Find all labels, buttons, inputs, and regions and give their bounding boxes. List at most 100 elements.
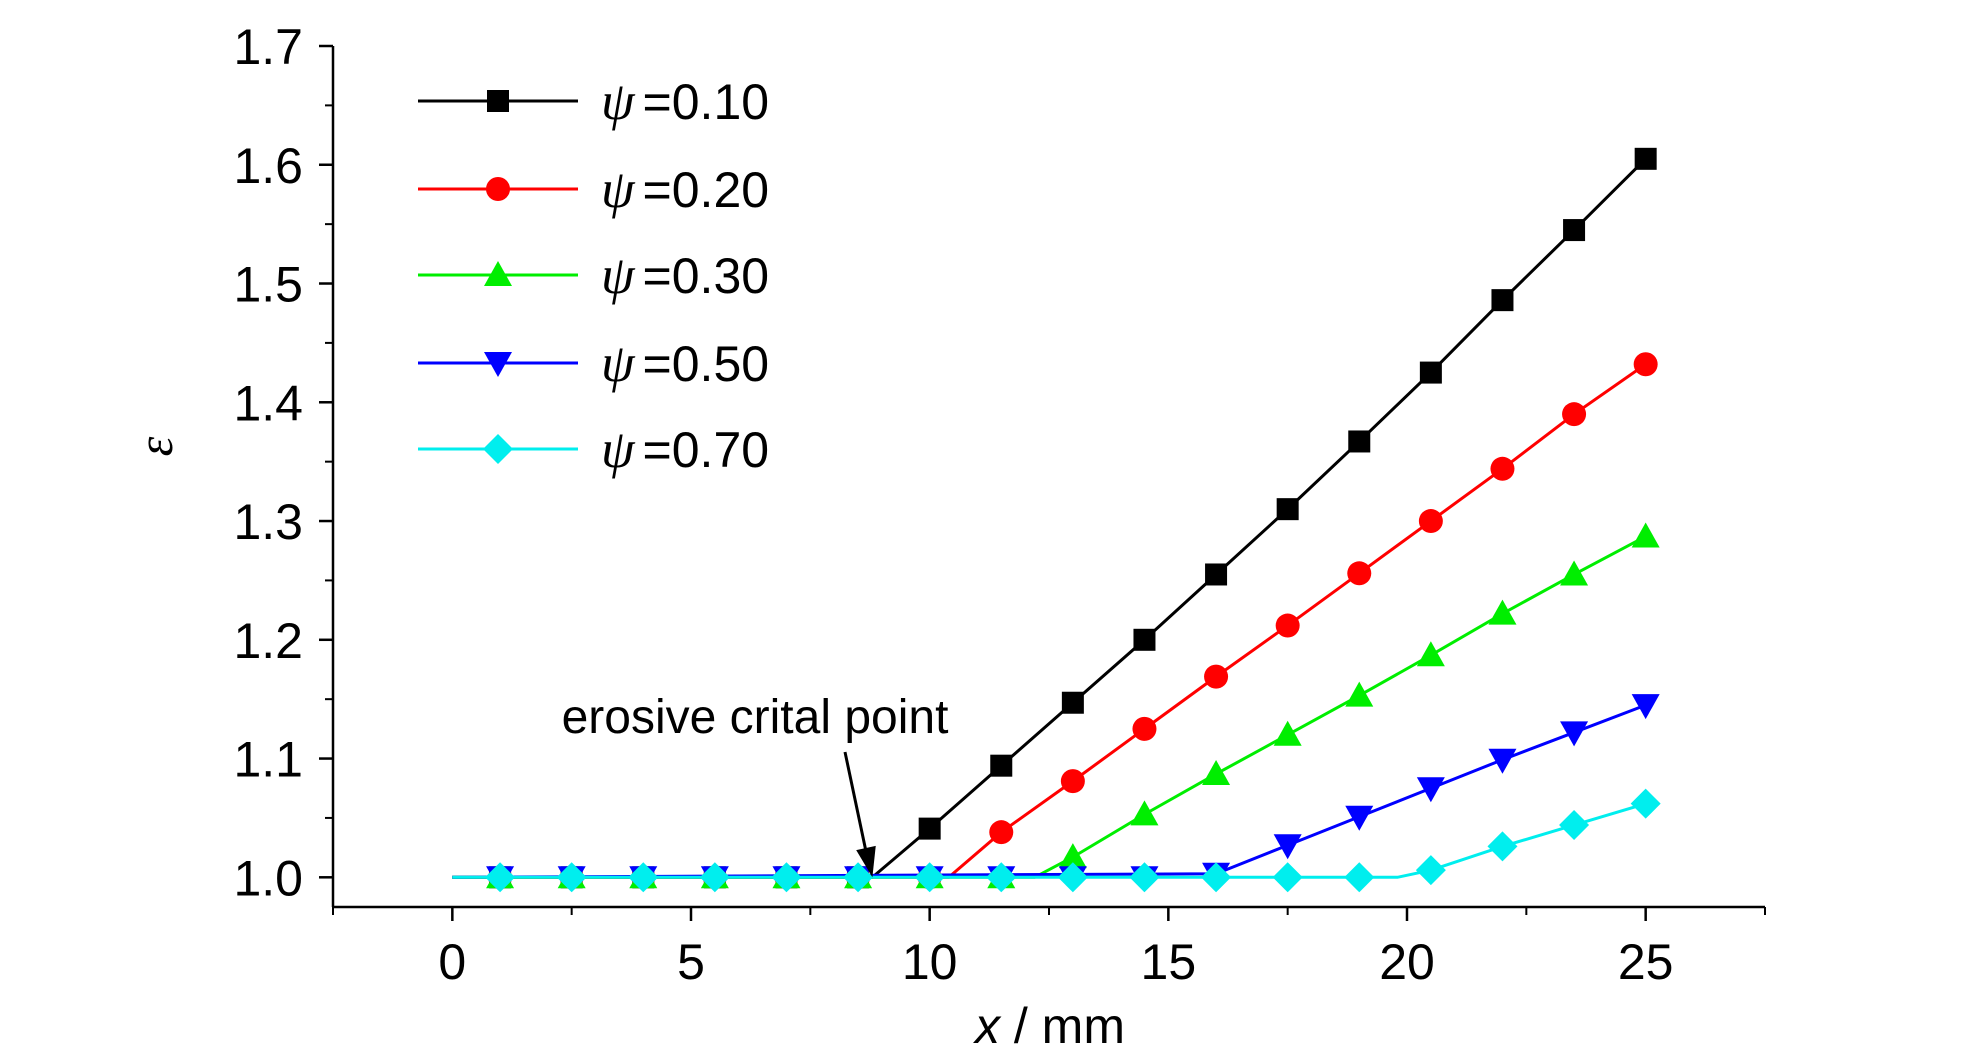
x-tick-label: 25 xyxy=(1618,934,1674,990)
legend-value: =0.30 xyxy=(643,248,770,304)
x-tick-label: 5 xyxy=(677,934,705,990)
marker-circle xyxy=(1132,716,1157,741)
x-tick-label: 0 xyxy=(438,934,466,990)
marker-diamond xyxy=(914,862,945,893)
marker-triangle-down xyxy=(1488,748,1517,774)
legend: ψ =0.10ψ =0.20ψ =0.30ψ =0.50ψ =0.70 xyxy=(418,71,769,479)
y-tick-label: 1.3 xyxy=(233,494,303,550)
marker-square xyxy=(1061,691,1084,714)
y-tick-label: 1.7 xyxy=(233,19,303,75)
marker-square xyxy=(1205,563,1228,586)
marker-diamond xyxy=(1559,810,1590,841)
marker-square xyxy=(1563,219,1586,242)
marker-square xyxy=(487,90,509,112)
marker-circle xyxy=(1418,509,1443,534)
marker-square xyxy=(1348,430,1371,453)
legend-symbol: ψ xyxy=(601,159,636,219)
x-tick-label: 15 xyxy=(1141,934,1197,990)
marker-square xyxy=(1276,498,1299,521)
marker-square xyxy=(1634,147,1657,170)
legend-value: =0.50 xyxy=(643,336,770,392)
marker-triangle-up xyxy=(1631,522,1660,548)
series-markers-0-70 xyxy=(485,788,1661,893)
y-tick-label: 1.0 xyxy=(233,850,303,906)
marker-circle xyxy=(1633,352,1658,377)
legend-entry: ψ =0.50 xyxy=(418,333,769,393)
y-tick-label: 1.5 xyxy=(233,257,303,313)
legend-entry: ψ =0.20 xyxy=(418,159,769,219)
x-axis-title-unit: / mm xyxy=(1000,998,1125,1054)
marker-circle xyxy=(486,177,510,201)
marker-circle xyxy=(1562,402,1587,427)
marker-diamond xyxy=(1272,862,1303,893)
x-axis-title-variable: x xyxy=(973,998,1002,1054)
legend-label: ψ =0.20 xyxy=(601,159,769,219)
legend-value: =0.70 xyxy=(643,422,770,478)
marker-circle xyxy=(1275,613,1300,638)
series-line xyxy=(452,802,1647,879)
annotation-arrow-shaft xyxy=(843,751,868,854)
marker-circle xyxy=(1060,769,1085,794)
marker-diamond xyxy=(843,862,874,893)
x-axis-title: x / mm xyxy=(973,998,1125,1054)
marker-diamond xyxy=(1415,855,1446,886)
plot-series xyxy=(452,147,1661,893)
legend-label: ψ =0.70 xyxy=(601,419,769,479)
marker-diamond xyxy=(628,862,659,893)
marker-triangle-down xyxy=(484,352,512,377)
marker-triangle-up xyxy=(1488,599,1517,625)
marker-diamond xyxy=(1630,788,1661,819)
legend-entry: ψ =0.70 xyxy=(418,419,769,479)
marker-triangle-up xyxy=(1058,843,1087,869)
marker-diamond xyxy=(1344,862,1375,893)
annotation-label: erosive crital point xyxy=(562,691,949,744)
legend-label: ψ =0.50 xyxy=(601,333,769,393)
marker-triangle-up xyxy=(1130,800,1159,826)
marker-circle xyxy=(1347,561,1372,586)
marker-triangle-down xyxy=(1560,721,1589,747)
marker-triangle-down xyxy=(1345,805,1374,831)
marker-diamond xyxy=(699,862,730,893)
marker-diamond xyxy=(485,862,516,893)
legend-entry: ψ =0.30 xyxy=(418,245,769,305)
y-tick-label: 1.2 xyxy=(233,613,303,669)
x-tick-label: 10 xyxy=(902,934,958,990)
legend-symbol: ψ xyxy=(601,419,636,479)
marker-square xyxy=(1133,628,1156,651)
legend-value: =0.10 xyxy=(643,74,770,130)
marker-triangle-up xyxy=(1202,759,1231,785)
marker-diamond xyxy=(986,862,1017,893)
y-tick-label: 1.1 xyxy=(233,732,303,788)
legend-entry: ψ =0.10 xyxy=(418,71,769,131)
y-axis-title: ε xyxy=(127,436,183,456)
marker-triangle-up xyxy=(1416,641,1445,667)
series-line xyxy=(452,703,1647,879)
marker-square xyxy=(918,817,941,840)
y-tick-label: 1.6 xyxy=(233,138,303,194)
series-0-70 xyxy=(452,802,1647,879)
legend-label: ψ =0.10 xyxy=(601,71,769,131)
annotation-arrow-head xyxy=(856,845,876,878)
marker-triangle-up xyxy=(484,261,512,286)
marker-triangle-down xyxy=(1273,834,1302,860)
series-0-50 xyxy=(452,703,1647,879)
marker-diamond xyxy=(556,862,587,893)
marker-triangle-up xyxy=(1273,720,1302,746)
y-tick-label: 1.4 xyxy=(233,375,303,431)
marker-diamond xyxy=(1057,862,1088,893)
marker-triangle-up xyxy=(1345,681,1374,707)
marker-diamond xyxy=(1487,831,1518,862)
marker-triangle-down xyxy=(1631,694,1660,720)
marker-diamond xyxy=(1129,862,1160,893)
legend-symbol: ψ xyxy=(601,71,636,131)
marker-triangle-up xyxy=(1560,560,1589,586)
marker-diamond xyxy=(1201,862,1232,893)
marker-circle xyxy=(1490,456,1515,481)
legend-symbol: ψ xyxy=(601,245,636,305)
marker-diamond xyxy=(483,434,513,464)
annotation: erosive crital point xyxy=(562,691,949,878)
marker-circle xyxy=(1204,664,1229,689)
marker-diamond xyxy=(771,862,802,893)
legend-symbol: ψ xyxy=(601,333,636,393)
